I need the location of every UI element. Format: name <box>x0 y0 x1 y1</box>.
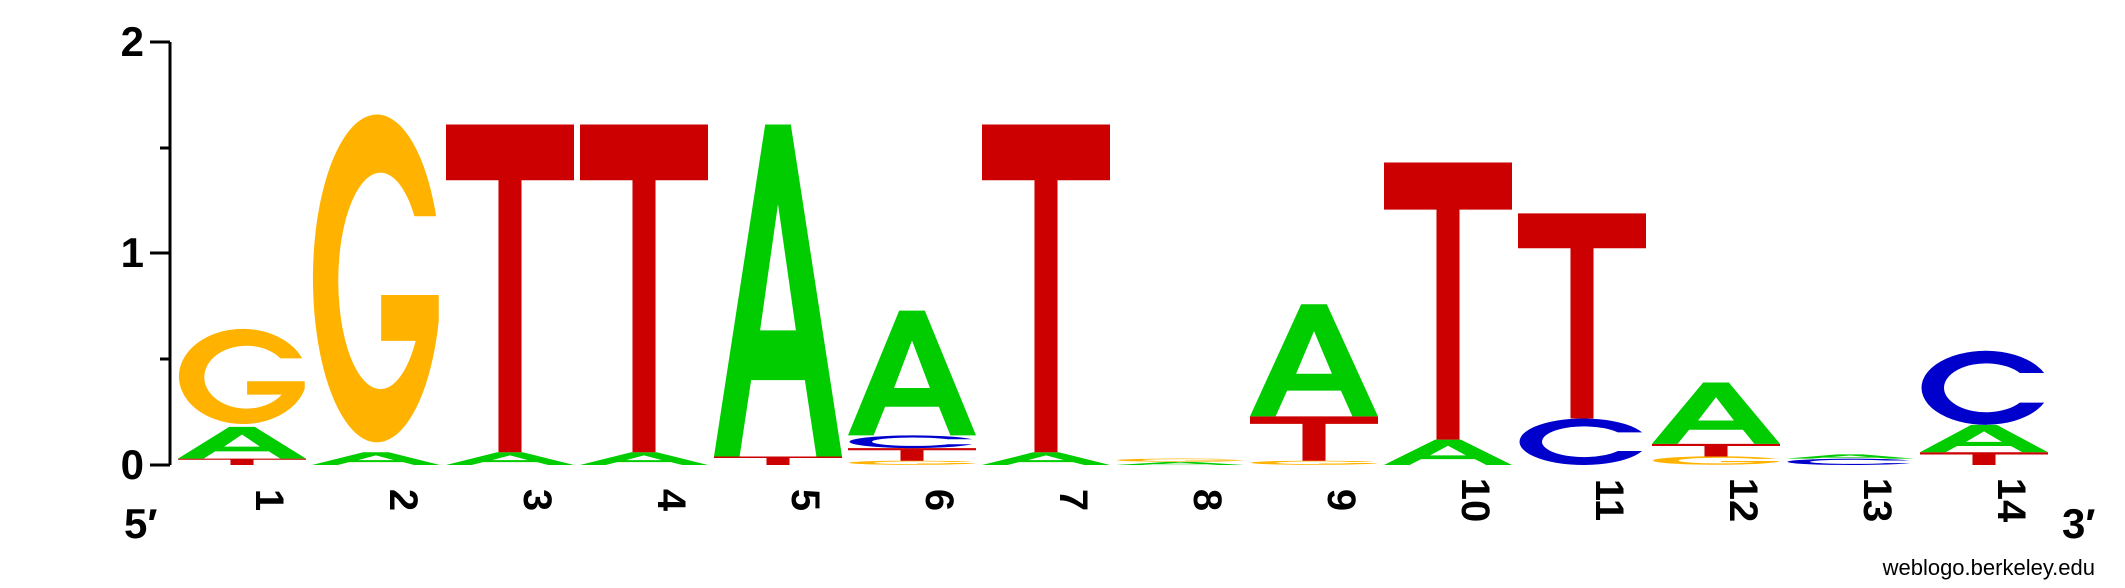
stack-position-9 <box>1250 304 1378 465</box>
stack-position-1 <box>178 328 306 465</box>
stack-position-14 <box>1920 350 2048 465</box>
stack-position-5 <box>714 124 842 465</box>
x-tick-label-11: 11 <box>1587 479 1631 521</box>
letter-T-position-12 <box>1652 443 1780 457</box>
letter-T-position-9 <box>1250 416 1378 461</box>
letter-G-position-8 <box>1116 458 1243 462</box>
letter-T-position-1 <box>178 458 306 465</box>
x-tick-label-14: 14 <box>1989 478 2033 523</box>
x-tick-label-4: 4 <box>649 489 693 512</box>
letter-A-position-6 <box>848 310 976 436</box>
letter-T-position-7 <box>982 124 1110 453</box>
letter-T-position-14 <box>1920 452 2048 465</box>
x-tick-label-10: 10 <box>1453 478 1497 523</box>
stack-position-6 <box>848 310 976 465</box>
letter-G-position-1 <box>178 328 305 425</box>
x-tick-label-13: 13 <box>1855 478 1899 523</box>
letter-T-position-3 <box>446 124 574 453</box>
x-tick-label-3: 3 <box>515 489 559 511</box>
letter-A-position-7 <box>982 452 1110 465</box>
letter-A-position-9 <box>1250 304 1378 417</box>
letter-G-position-9 <box>1250 460 1377 465</box>
x-tick-label-2: 2 <box>381 489 425 511</box>
letter-stacks <box>178 114 2048 465</box>
letter-G-position-6 <box>848 460 975 465</box>
y-tick-label-2: 2 <box>121 18 144 65</box>
letter-G-position-12 <box>1652 456 1779 465</box>
x-tick-label-7: 7 <box>1051 489 1095 511</box>
letter-A-position-12 <box>1652 382 1780 444</box>
letter-T-position-4 <box>580 124 708 453</box>
letter-A-position-1 <box>178 426 306 459</box>
stack-position-13 <box>1786 454 1914 465</box>
letter-C-position-11 <box>1519 418 1643 465</box>
letter-A-position-14 <box>1920 424 2048 453</box>
stack-position-4 <box>580 124 708 465</box>
stack-position-11 <box>1518 213 1646 465</box>
stack-position-8 <box>1116 458 1244 465</box>
letter-A-position-4 <box>580 452 708 465</box>
x-tick-labels: 1 2 3 4 5 6 7 8 9 10 11 12 13 14 <box>247 478 2033 523</box>
letter-A-position-2 <box>312 452 440 465</box>
letter-A-position-8 <box>1116 461 1244 465</box>
letter-T-position-5 <box>714 456 842 465</box>
letter-A-position-10 <box>1384 439 1512 465</box>
letter-C-position-6 <box>849 435 973 449</box>
stack-position-3 <box>446 124 574 465</box>
letter-C-position-14 <box>1921 350 2045 425</box>
x-tick-label-8: 8 <box>1185 489 1229 511</box>
stack-position-10 <box>1384 162 1512 465</box>
letter-T-position-11 <box>1518 213 1646 419</box>
five-prime-label: 5′ <box>124 500 157 547</box>
x-tick-label-12: 12 <box>1721 478 1765 523</box>
three-prime-label: 3′ <box>2062 500 2095 547</box>
x-tick-label-6: 6 <box>917 489 961 511</box>
stack-position-2 <box>312 114 440 465</box>
letter-T-position-10 <box>1384 162 1512 440</box>
y-tick-label-1: 1 <box>121 229 144 276</box>
letter-A-position-5 <box>714 124 842 457</box>
letter-G-position-2 <box>312 114 439 443</box>
x-tick-label-9: 9 <box>1319 489 1363 511</box>
y-tick-label-0: 0 <box>121 441 144 488</box>
y-axis: 2 1 0 <box>121 18 172 488</box>
letter-T-position-6 <box>848 448 976 461</box>
credit-text: weblogo.berkeley.edu <box>1882 555 2095 580</box>
letter-A-position-3 <box>446 452 574 465</box>
stack-position-12 <box>1652 382 1780 465</box>
letter-C-position-13 <box>1787 458 1911 465</box>
x-tick-label-5: 5 <box>783 489 827 511</box>
x-tick-label-1: 1 <box>247 489 291 511</box>
letter-A-position-13 <box>1786 454 1914 459</box>
stack-position-7 <box>982 124 1110 465</box>
